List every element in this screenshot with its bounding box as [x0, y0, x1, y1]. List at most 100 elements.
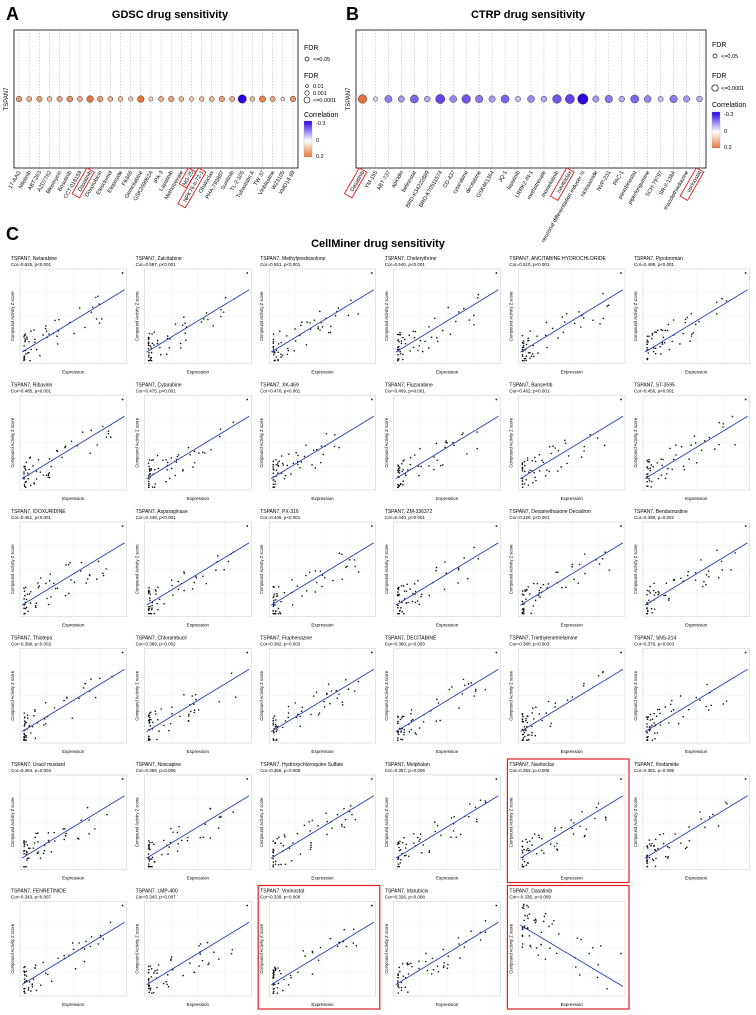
cellminer-ylabel: Compound Activity Z score — [135, 797, 140, 847]
cellminer-point — [29, 732, 32, 734]
cellminer-point — [397, 483, 399, 486]
cellminer-point — [451, 686, 453, 688]
ctrp-corr-legend-title: Correlation — [712, 102, 746, 109]
cellminer-point — [278, 836, 280, 838]
cellminer-point — [397, 973, 400, 975]
cellminer-point — [64, 446, 66, 449]
cellminer-panel-title: TSPAN7, Navitoclax — [509, 762, 554, 768]
cellminer-point — [433, 317, 436, 320]
cellminer-point — [608, 569, 611, 572]
cellminer-point — [620, 952, 622, 955]
cellminer-point — [646, 716, 648, 718]
cellminer-point — [65, 832, 67, 835]
cellminer-point — [473, 323, 475, 326]
cellminer-point — [564, 442, 567, 445]
cellminer-point — [669, 447, 671, 450]
cellminer-point — [274, 966, 276, 969]
cellminer-point — [283, 477, 286, 480]
ctrp-dot — [577, 93, 589, 105]
cellminer-point — [532, 605, 535, 607]
cellminer-point — [546, 346, 548, 349]
cellminer-point — [147, 474, 150, 477]
cellminer-point — [554, 447, 557, 449]
cellminer-point — [189, 453, 191, 456]
cellminer-point — [398, 469, 401, 472]
cellminer-point — [272, 974, 275, 977]
cellminer-point — [149, 987, 152, 989]
cellminer-point — [712, 813, 714, 816]
cellminer-point — [28, 340, 30, 343]
cellminer-point — [526, 862, 529, 864]
cellminer-point — [474, 688, 477, 691]
cellminer-point — [286, 353, 289, 356]
cellminer-point — [294, 340, 297, 342]
cellminer-point — [150, 459, 153, 462]
cellminer-point — [401, 611, 403, 613]
cellminer-point — [436, 965, 439, 967]
cellminer-panel-title: TSPAN7, Thiotepa — [11, 636, 52, 642]
cellminer-point — [524, 590, 526, 592]
cellminer-point — [343, 928, 346, 931]
cellminer-point — [155, 713, 157, 715]
cellminer-point — [195, 577, 198, 579]
cellminer-point — [23, 478, 25, 480]
cellminer-point — [272, 595, 275, 597]
cellminer-point — [277, 343, 280, 345]
gdsc-dot — [280, 96, 285, 102]
cellminer-point — [341, 823, 343, 826]
cellminer-point — [27, 989, 30, 991]
cellminer-point — [37, 458, 40, 461]
gdsc-dot — [259, 95, 266, 103]
cellminer-point — [34, 964, 37, 966]
cellminer-point — [68, 592, 70, 595]
cellminer-point — [147, 480, 150, 483]
cellminer-point — [547, 583, 550, 585]
cellminer-point — [308, 820, 311, 823]
cellminer-point — [531, 712, 533, 714]
cellminer-point — [284, 836, 286, 838]
cellminer-point — [700, 818, 702, 820]
cellminer-point — [657, 590, 660, 593]
cellminer-point — [311, 973, 314, 976]
cellminer-point — [413, 583, 416, 585]
cellminer-point — [439, 464, 442, 467]
cellminer-point — [410, 712, 412, 715]
ctrp-highlight-box — [343, 167, 368, 199]
cellminer-point — [584, 553, 586, 555]
cellminer-panel-title: TSPAN7, ANCITABINE HYDROCHLORIDE — [509, 256, 606, 262]
cellminer-point — [23, 843, 26, 846]
cellminer-panel-stat: Cor=0.378, p=0.003 — [634, 642, 675, 647]
cellminer-point — [195, 698, 197, 701]
cellminer-point — [23, 720, 26, 722]
cellminer-point — [541, 459, 543, 462]
cellminer-point — [405, 843, 408, 846]
gdsc-dot — [229, 96, 235, 102]
cellminer-point — [648, 335, 650, 338]
cellminer-point — [690, 312, 693, 315]
cellminer-point — [522, 344, 525, 347]
cellminer-point — [147, 347, 150, 350]
cellminer-point — [651, 612, 654, 614]
cellminer-point — [24, 469, 27, 471]
cellminer-point — [284, 863, 287, 866]
cellminer-point — [521, 341, 524, 344]
cellminer-point — [273, 731, 275, 734]
cellminer-point — [398, 586, 400, 589]
cellminer-point — [149, 345, 152, 347]
cellminer-point — [402, 612, 405, 615]
cellminer-point — [25, 865, 27, 868]
cellminer-point — [522, 608, 525, 611]
cellminer-point — [36, 852, 39, 855]
cellminer-point — [345, 679, 347, 681]
cellminer-point — [601, 557, 604, 560]
cellminer-point — [39, 984, 42, 987]
cellminer-point — [278, 969, 281, 972]
cellminer-panel-stat: Cor=0.462, p<0.001 — [509, 389, 550, 394]
cellminer-point — [121, 398, 124, 401]
cellminer-xlabel: Expression — [311, 496, 334, 501]
cellminer-panel-stat: Cor=0.469, p<0.001 — [385, 389, 426, 394]
cellminer-point — [193, 971, 195, 974]
cellminer-point — [459, 957, 461, 959]
cellminer-point — [468, 803, 471, 805]
